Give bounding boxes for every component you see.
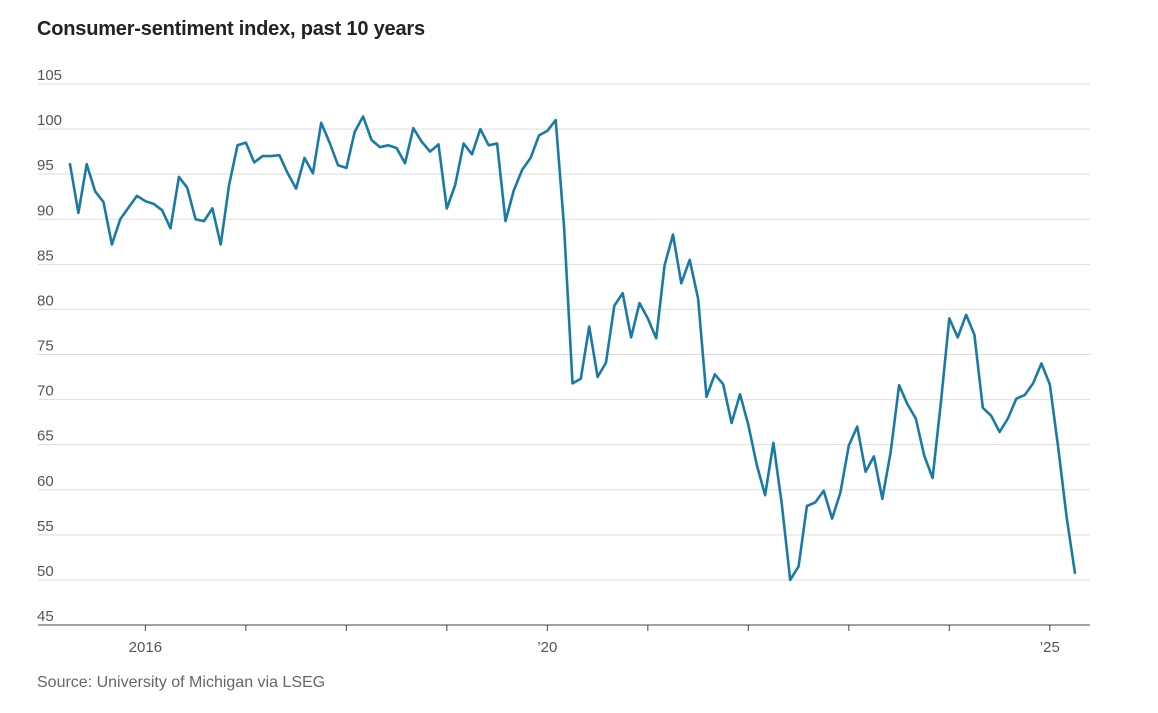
y-tick-label-100: 100 — [37, 112, 62, 129]
y-axis-tick-labels: 45 50 55 60 65 70 75 80 85 90 95 100 105 — [37, 67, 62, 625]
y-tick-label-60: 60 — [37, 473, 54, 490]
series-line-layer — [68, 115, 1077, 582]
y-tick-label-70: 70 — [37, 383, 54, 400]
chart-title: Consumer-sentiment index, past 10 years — [37, 18, 425, 40]
series-line-0 — [68, 115, 1077, 582]
y-tick-label-75: 75 — [37, 338, 54, 355]
y-tick-label-55: 55 — [37, 518, 54, 535]
x-tick-label-0: 2016 — [129, 639, 162, 656]
x-axis: 2016 ’20 ’25 — [38, 624, 1090, 656]
y-tick-label-90: 90 — [37, 202, 54, 219]
y-tick-label-65: 65 — [37, 428, 54, 445]
y-tick-label-95: 95 — [37, 157, 54, 174]
y-tick-label-45: 45 — [37, 608, 54, 625]
source-note: Source: University of Michigan via LSEG — [37, 674, 326, 691]
x-tick-label-4: ’20 — [537, 639, 557, 656]
y-tick-label-105: 105 — [37, 67, 62, 84]
y-tick-label-80: 80 — [37, 292, 54, 309]
gridlines — [38, 83, 1090, 581]
y-tick-label-85: 85 — [37, 247, 54, 264]
y-tick-label-50: 50 — [37, 563, 54, 580]
x-tick-label-9: ’25 — [1040, 639, 1060, 656]
